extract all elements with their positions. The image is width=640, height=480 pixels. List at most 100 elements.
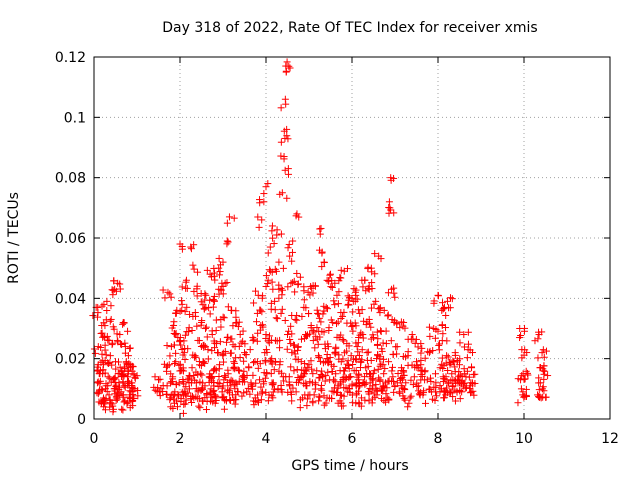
data-point bbox=[371, 393, 379, 401]
data-point bbox=[521, 346, 529, 354]
data-point bbox=[119, 320, 127, 328]
data-point bbox=[172, 349, 180, 357]
data-point bbox=[171, 329, 179, 337]
data-point bbox=[390, 284, 398, 292]
data-point bbox=[397, 382, 405, 390]
data-point bbox=[258, 389, 266, 397]
data-point bbox=[129, 384, 137, 392]
data-point bbox=[292, 378, 300, 386]
data-point bbox=[330, 362, 338, 370]
data-point bbox=[448, 382, 456, 390]
data-point bbox=[277, 369, 285, 377]
data-point bbox=[337, 314, 345, 322]
data-point bbox=[224, 238, 232, 246]
data-point bbox=[232, 379, 240, 387]
data-point bbox=[315, 314, 323, 322]
data-point bbox=[270, 240, 278, 248]
data-point bbox=[202, 406, 210, 414]
data-point bbox=[458, 377, 466, 385]
data-point bbox=[340, 384, 348, 392]
data-point bbox=[116, 383, 124, 391]
data-point bbox=[328, 368, 336, 376]
data-point bbox=[367, 323, 375, 331]
data-point bbox=[379, 339, 387, 347]
data-point bbox=[266, 267, 274, 275]
data-point bbox=[187, 395, 195, 403]
data-point bbox=[108, 361, 116, 369]
data-point bbox=[443, 337, 451, 345]
data-point bbox=[336, 380, 344, 388]
data-point bbox=[212, 396, 220, 404]
data-point bbox=[112, 287, 120, 295]
data-point bbox=[217, 323, 225, 331]
data-point bbox=[320, 259, 328, 267]
data-point bbox=[340, 308, 348, 316]
data-point bbox=[102, 316, 110, 324]
data-point bbox=[352, 355, 360, 363]
data-point bbox=[386, 204, 394, 212]
data-point bbox=[309, 327, 317, 335]
data-point bbox=[223, 279, 231, 287]
data-point bbox=[364, 348, 372, 356]
data-point bbox=[211, 344, 219, 352]
data-point bbox=[193, 322, 201, 330]
data-point bbox=[194, 370, 202, 378]
y-tick-label: 0.06 bbox=[55, 231, 86, 247]
data-point bbox=[258, 216, 266, 224]
data-point bbox=[352, 366, 360, 374]
data-point bbox=[434, 292, 442, 300]
data-point bbox=[192, 312, 200, 320]
data-point bbox=[358, 276, 366, 284]
data-point bbox=[116, 285, 124, 293]
data-point bbox=[521, 324, 529, 332]
data-point bbox=[355, 352, 363, 360]
data-point bbox=[94, 390, 102, 398]
data-point bbox=[380, 370, 388, 378]
data-point bbox=[268, 222, 276, 230]
x-tick-label: 0 bbox=[90, 431, 99, 447]
data-point bbox=[275, 258, 283, 266]
data-point bbox=[316, 230, 324, 238]
data-point bbox=[340, 392, 348, 400]
data-point bbox=[466, 384, 474, 392]
data-point bbox=[210, 378, 218, 386]
data-point bbox=[234, 323, 242, 331]
data-point bbox=[242, 351, 250, 359]
data-point bbox=[201, 359, 209, 367]
data-point bbox=[220, 358, 228, 366]
data-point bbox=[240, 367, 248, 375]
data-point bbox=[182, 383, 190, 391]
data-point bbox=[337, 266, 345, 274]
data-point bbox=[128, 367, 136, 375]
data-point bbox=[125, 360, 133, 368]
data-point bbox=[228, 335, 236, 343]
data-point bbox=[201, 290, 209, 298]
data-point bbox=[388, 363, 396, 371]
data-point bbox=[224, 387, 232, 395]
data-point bbox=[188, 364, 196, 372]
data-point bbox=[348, 323, 356, 331]
data-point bbox=[317, 370, 325, 378]
data-point bbox=[392, 343, 400, 351]
data-point bbox=[361, 380, 369, 388]
data-point bbox=[306, 330, 314, 338]
data-point bbox=[199, 301, 207, 309]
data-point bbox=[183, 328, 191, 336]
y-tick-label: 0.1 bbox=[64, 110, 86, 126]
data-point bbox=[172, 358, 180, 366]
data-point bbox=[178, 245, 186, 253]
data-point bbox=[269, 234, 277, 242]
data-point bbox=[260, 198, 268, 206]
data-point bbox=[282, 67, 290, 75]
data-point bbox=[277, 309, 285, 317]
data-point bbox=[130, 395, 138, 403]
data-point bbox=[121, 349, 129, 357]
data-point bbox=[426, 332, 434, 340]
data-point bbox=[435, 340, 443, 348]
data-point bbox=[209, 303, 217, 311]
data-point bbox=[277, 230, 285, 238]
data-point bbox=[534, 393, 542, 401]
data-point bbox=[340, 337, 348, 345]
data-point bbox=[218, 393, 226, 401]
data-point bbox=[172, 380, 180, 388]
